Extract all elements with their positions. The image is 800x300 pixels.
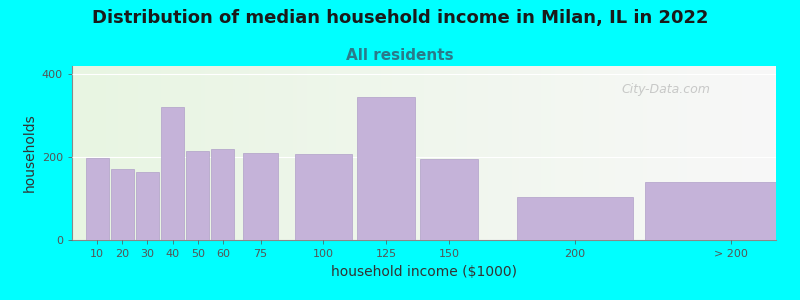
Bar [420,159,478,240]
Bar [294,154,352,240]
Bar [161,107,184,240]
Bar [358,97,415,240]
Bar [186,151,210,240]
Y-axis label: households: households [22,114,36,192]
Bar [646,182,800,240]
Bar [243,153,278,240]
Bar [110,169,134,240]
Bar [136,172,159,240]
Text: Distribution of median household income in Milan, IL in 2022: Distribution of median household income … [92,9,708,27]
Text: All residents: All residents [346,48,454,63]
Bar [211,149,234,240]
Bar [517,196,633,240]
X-axis label: household income ($1000): household income ($1000) [331,265,517,279]
Text: City-Data.com: City-Data.com [621,83,710,96]
Bar [86,158,109,240]
